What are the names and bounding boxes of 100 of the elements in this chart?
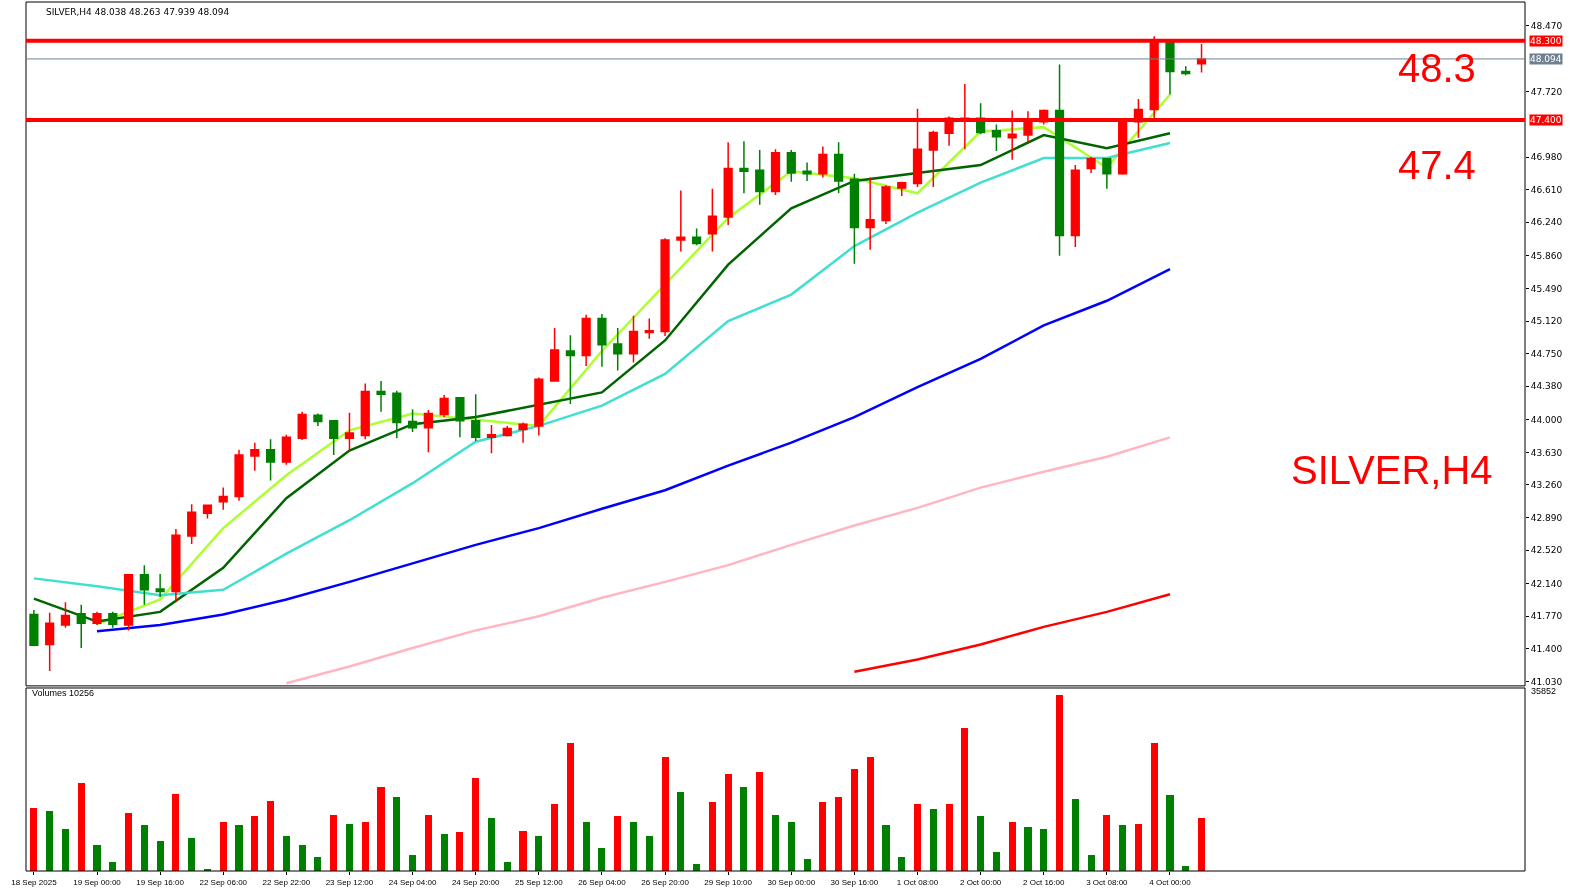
x-tick-label: 23 Sep 12:00 <box>325 877 374 887</box>
candlestick <box>92 611 102 626</box>
bar <box>756 771 763 871</box>
y-tick-label: 42.890 <box>1530 512 1563 523</box>
candlestick <box>234 448 244 502</box>
bar <box>551 803 558 871</box>
candlestick <box>644 317 654 340</box>
bar <box>409 854 416 871</box>
bar <box>1088 854 1095 871</box>
candlestick <box>329 419 339 456</box>
bar <box>725 773 732 871</box>
bar <box>283 835 290 871</box>
bar <box>267 800 274 871</box>
candlestick <box>834 141 844 194</box>
candlestick <box>76 604 86 649</box>
ref-line-label: 48.094 <box>1530 54 1562 64</box>
candlestick <box>155 573 165 598</box>
x-tick-label: 19 Sep 00:00 <box>73 877 122 887</box>
candlestick <box>297 411 307 441</box>
bar <box>314 856 321 871</box>
bar <box>220 821 227 871</box>
candlestick <box>407 408 418 433</box>
bar <box>1024 826 1032 871</box>
candlestick <box>818 145 828 179</box>
bar <box>330 814 337 871</box>
x-tick-label: 22 Sep 06:00 <box>199 877 248 887</box>
bar <box>867 756 874 871</box>
bar <box>946 803 953 871</box>
bar <box>583 821 590 871</box>
bar <box>835 796 842 871</box>
bar <box>46 810 53 871</box>
ref-line-label: 48.300 <box>1530 36 1562 46</box>
bar <box>125 812 132 871</box>
bar <box>488 817 495 871</box>
bar <box>377 786 385 871</box>
candlestick <box>676 189 686 253</box>
bar <box>535 835 542 871</box>
y-tick-label: 46.240 <box>1530 217 1563 228</box>
candlestick <box>770 148 781 196</box>
bar <box>961 727 968 871</box>
bar <box>567 742 574 871</box>
x-tick-label: 22 Sep 22:00 <box>262 877 311 887</box>
candlestick <box>897 181 907 197</box>
line-series <box>853 593 1172 674</box>
candlestick <box>29 609 39 647</box>
y-tick-label: 47.720 <box>1530 87 1563 98</box>
candlestick <box>597 313 607 368</box>
candlestick <box>1165 40 1175 96</box>
y-tick-label: 43.630 <box>1530 447 1563 458</box>
candlestick <box>660 237 670 337</box>
candlestick <box>723 141 733 226</box>
candlestick <box>344 411 355 452</box>
candlestick <box>565 334 575 405</box>
candlestick <box>849 173 860 265</box>
candlestick <box>1102 158 1112 190</box>
bar <box>646 835 653 871</box>
candlestick <box>455 396 465 439</box>
bar <box>788 821 795 871</box>
bar <box>78 782 85 871</box>
bar <box>993 851 1000 871</box>
candlestick <box>423 409 433 454</box>
y-tick-label: 42.140 <box>1530 578 1563 589</box>
candlestick <box>139 564 149 606</box>
bar <box>914 803 921 871</box>
bar <box>30 807 37 871</box>
candlestick <box>313 412 323 427</box>
candlestick <box>108 611 118 629</box>
candlestick <box>549 327 560 382</box>
x-tick-label: 19 Sep 16:00 <box>136 877 185 887</box>
annotation: SILVER,H4 <box>1291 448 1493 492</box>
bar <box>1056 694 1063 871</box>
candlestick <box>187 503 197 545</box>
y-tick-label: 43.260 <box>1530 480 1563 491</box>
candlestick <box>534 376 544 437</box>
line-series <box>285 436 1172 685</box>
candlestick <box>628 315 639 364</box>
candlestick <box>439 394 449 418</box>
candlestick <box>739 140 749 194</box>
y-tick-label: 41.400 <box>1530 644 1563 655</box>
candlestick <box>1086 156 1096 174</box>
bar <box>141 824 148 871</box>
candlestick <box>360 382 370 440</box>
y-tick-label: 41.030 <box>1530 676 1563 687</box>
x-tick-label: 18 Sep 2025 <box>11 877 58 887</box>
x-tick-label: 24 Sep 20:00 <box>451 877 501 887</box>
candlestick <box>802 161 812 182</box>
y-tick-label: 45.490 <box>1530 283 1563 294</box>
candlestick <box>171 528 181 603</box>
ref-line-label: 47.400 <box>1530 115 1562 125</box>
bar <box>804 858 811 871</box>
bar <box>519 830 527 871</box>
bar <box>393 796 400 871</box>
bar <box>1135 823 1142 871</box>
text: SILVER,H4 48.038 48.263 47.939 48.094 <box>46 7 230 17</box>
x-tick-label: 30 Sep 00:00 <box>767 877 816 887</box>
x-tick-label: 26 Sep 20:00 <box>641 877 690 887</box>
x-tick-label: 24 Sep 04:00 <box>388 877 437 887</box>
bar <box>472 777 479 871</box>
bar <box>598 847 605 871</box>
bar <box>251 815 258 871</box>
